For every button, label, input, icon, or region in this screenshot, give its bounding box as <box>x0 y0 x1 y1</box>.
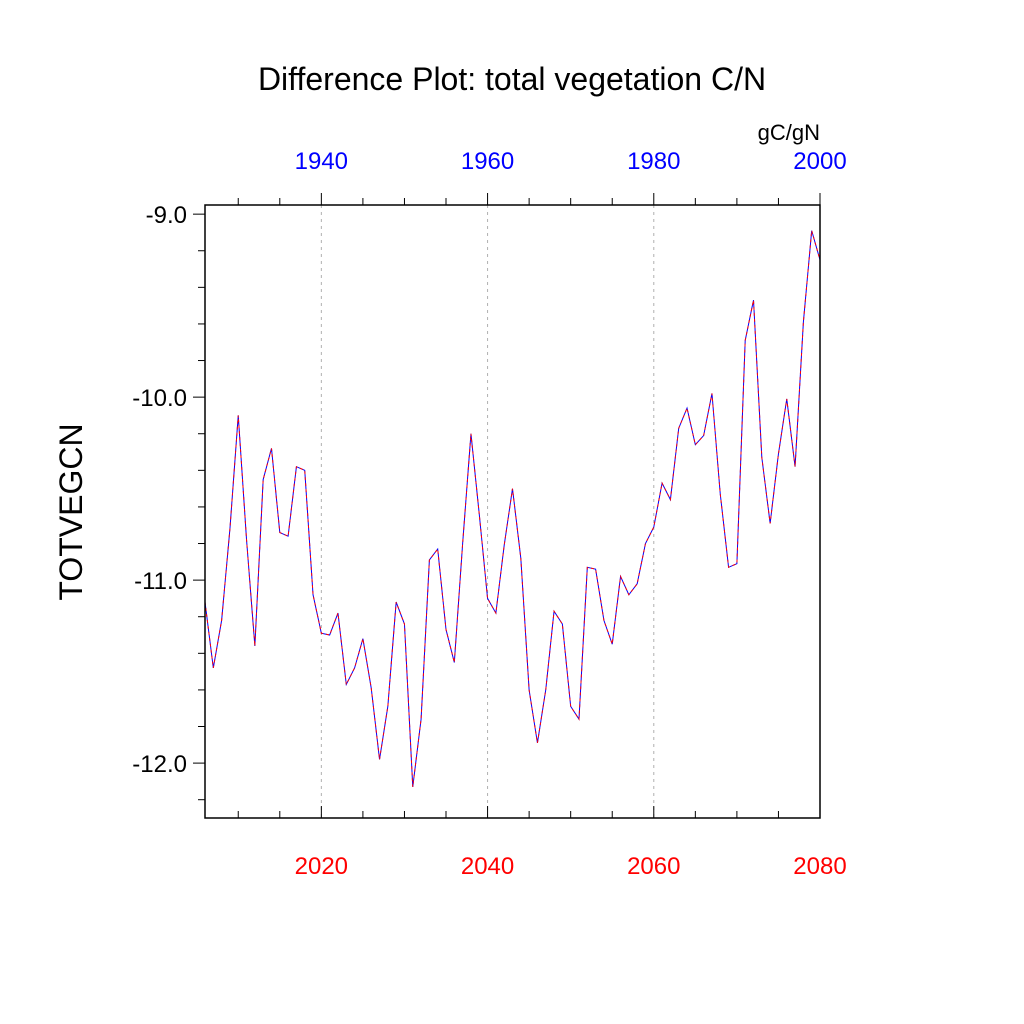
series-line-red <box>204 230 821 787</box>
y-tick-label: -12.0 <box>132 751 187 778</box>
bottom-tick-label: 2020 <box>295 853 348 880</box>
top-tick-label: 1980 <box>627 148 680 175</box>
data-lines <box>204 230 821 787</box>
series-line-blue <box>204 230 821 787</box>
axis-labels: 2020 2040 2060 2080 1940 1960 1980 2000 -12.0 -11… <box>132 148 846 880</box>
top-tick-label: 1960 <box>461 148 514 175</box>
y-axis-label: TOTVEGCN <box>53 423 89 600</box>
axis-ticks <box>193 193 821 818</box>
chart-title: Difference Plot: total vegetation C/N <box>258 61 766 97</box>
top-tick-label: 2000 <box>793 148 846 175</box>
y-tick-label: -10.0 <box>132 385 187 412</box>
bottom-tick-label: 2080 <box>793 853 846 880</box>
units-label: gC/gN <box>758 120 820 145</box>
top-tick-label: 1940 <box>295 148 348 175</box>
grid-lines <box>320 205 655 818</box>
bottom-tick-label: 2040 <box>461 853 514 880</box>
y-tick-label: -11.0 <box>134 568 187 595</box>
y-tick-label: -9.0 <box>146 202 187 229</box>
bottom-tick-label: 2060 <box>627 853 680 880</box>
plot-frame <box>204 204 821 819</box>
